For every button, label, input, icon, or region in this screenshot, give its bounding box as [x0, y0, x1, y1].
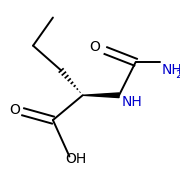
- Text: O: O: [9, 103, 20, 117]
- Polygon shape: [83, 93, 119, 98]
- Text: OH: OH: [66, 152, 87, 166]
- Text: 2: 2: [175, 70, 180, 80]
- Text: NH: NH: [122, 95, 142, 109]
- Text: NH: NH: [161, 64, 180, 77]
- Text: O: O: [89, 40, 100, 54]
